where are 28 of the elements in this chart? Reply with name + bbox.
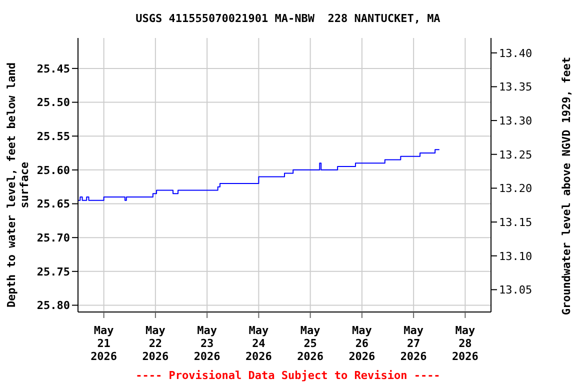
y-tick-label: 25.55 [36, 130, 70, 144]
y2-tick-label: 13.30 [499, 114, 532, 128]
y2-tick-label: 13.25 [499, 148, 532, 162]
y2-tick-label: 13.35 [499, 80, 532, 94]
y2-tick-label: 13.40 [499, 46, 532, 60]
y2-tick-label: 13.05 [499, 284, 532, 297]
y2-axis-title: Groundwater level above NGVD 1929, feet [560, 56, 574, 318]
chart-title: USGS 411555070021901 MA-NBW 228 NANTUCKET, MA [134, 12, 442, 25]
x-tick-label: May 28 2026 [452, 324, 479, 363]
y-axis-title: Depth to water level, feet below land surface [5, 61, 32, 310]
x-tick-label: May 23 2026 [194, 324, 221, 363]
y-tick-label: 25.65 [36, 198, 70, 211]
x-tick-label: May 27 2026 [400, 324, 428, 363]
x-tick-label: May 26 2026 [348, 324, 376, 363]
y-tick-label: 25.60 [36, 164, 70, 177]
y-tick-label: 25.70 [36, 231, 70, 244]
y-tick-label: 25.80 [36, 299, 70, 312]
y-tick-label: 25.45 [36, 62, 70, 76]
x-tick-label: May 24 2026 [245, 324, 272, 363]
y-tick-label: 25.75 [36, 265, 70, 278]
text: ---- Provisional Data Subject to Revision ---- [134, 369, 442, 382]
x-tick-label: May 22 2026 [142, 324, 170, 363]
y2-tick-label: 13.15 [499, 216, 532, 229]
y2-tick-label: 13.20 [499, 182, 532, 196]
x-tick-label: May 21 2026 [90, 324, 118, 363]
y-tick-label: 25.50 [36, 96, 70, 110]
x-tick-label: May 25 2026 [297, 324, 324, 363]
y2-tick-label: 13.10 [499, 250, 532, 263]
